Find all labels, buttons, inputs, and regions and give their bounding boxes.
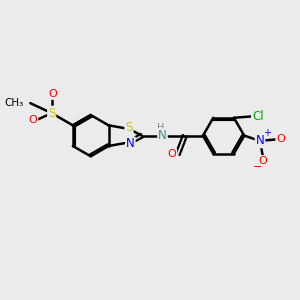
Text: H: H — [157, 123, 164, 133]
Text: O: O — [49, 89, 58, 99]
Text: N: N — [158, 129, 167, 142]
Text: S: S — [125, 121, 133, 134]
Text: N: N — [126, 137, 135, 150]
Text: N: N — [256, 134, 264, 147]
Text: −: − — [253, 163, 262, 172]
Text: CH₃: CH₃ — [5, 98, 24, 108]
Text: Cl: Cl — [252, 110, 263, 123]
Text: O: O — [276, 134, 285, 144]
Text: S: S — [48, 106, 56, 120]
Text: O: O — [168, 149, 176, 159]
Text: O: O — [29, 115, 38, 125]
Text: +: + — [263, 128, 271, 138]
Text: O: O — [259, 156, 267, 166]
